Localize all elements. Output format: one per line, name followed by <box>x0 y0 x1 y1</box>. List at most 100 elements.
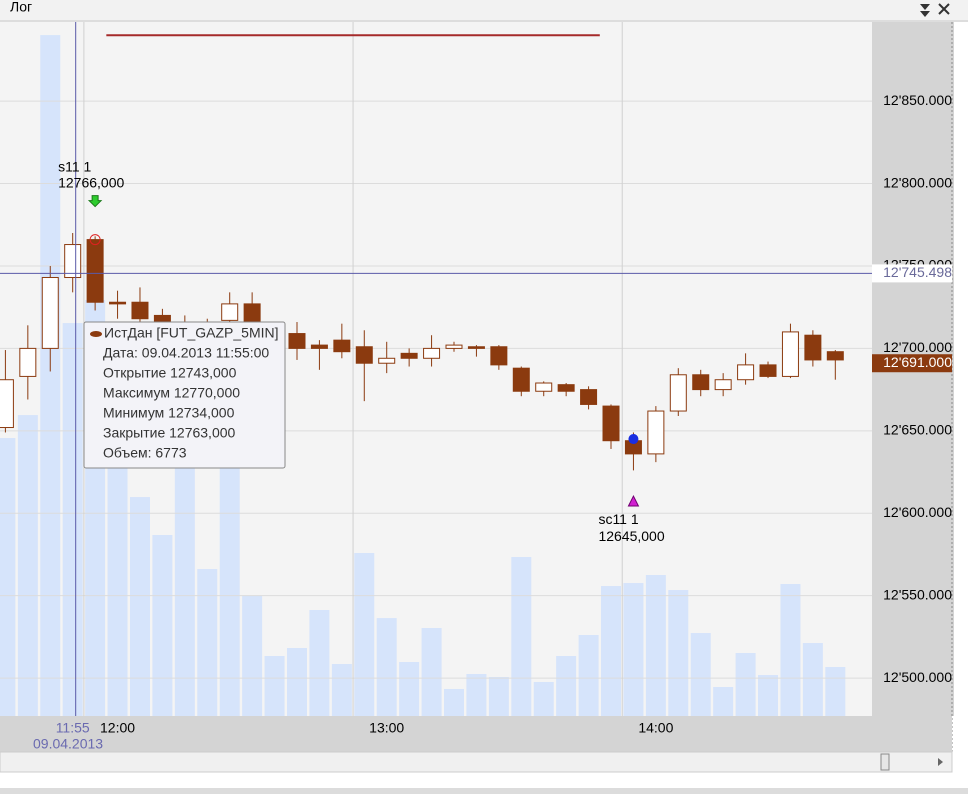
candle-body <box>647 410 665 455</box>
y-tick-label: 12'500.000 <box>883 669 952 685</box>
candle-body <box>310 344 328 349</box>
volume-bar <box>354 553 375 716</box>
cover-label: sc11 1 <box>598 511 638 527</box>
volume-bar <box>129 497 150 716</box>
volume-bar <box>713 687 734 716</box>
volume-bar <box>242 595 263 716</box>
volume-bar <box>197 569 218 716</box>
tooltip-icon <box>90 331 102 337</box>
volume-bar <box>0 438 16 716</box>
volume-bar <box>331 663 352 716</box>
volume-bar <box>758 675 779 716</box>
candle-body <box>423 347 441 359</box>
volume-bar <box>17 415 38 716</box>
tooltip-line: Объем: 6773 <box>103 445 187 461</box>
cover-fill <box>628 434 639 445</box>
volume-bar <box>421 627 442 716</box>
volume-bar <box>376 618 397 716</box>
candle-body <box>602 405 620 442</box>
candle-body <box>557 384 575 392</box>
x-tick-label: 13:00 <box>369 720 404 736</box>
sell-fill <box>89 234 101 246</box>
volume-bar <box>40 35 61 716</box>
tooltip-line: Открытие 12743,000 <box>103 365 237 381</box>
cover-arrow <box>627 494 640 507</box>
volume-bar <box>488 677 509 716</box>
volume-bar <box>107 450 128 716</box>
last-price-box <box>872 354 952 373</box>
volume-bar <box>399 662 420 716</box>
volume-bar <box>825 666 846 716</box>
sell-price-label: 12766,000 <box>58 174 124 190</box>
cursor-time-box <box>53 720 98 736</box>
volume-bar <box>309 609 330 716</box>
candle-body <box>826 351 844 361</box>
volume-bar <box>533 681 554 716</box>
candle-body <box>19 347 37 377</box>
cover-price-label: 12645,000 <box>598 528 664 544</box>
candle-body <box>378 357 396 364</box>
scrollbar[interactable] <box>0 751 953 773</box>
volume-bar <box>578 634 599 716</box>
volume-bar <box>802 643 823 716</box>
x-tick-label: 12:00 <box>100 720 135 736</box>
window-header <box>0 0 968 20</box>
candle-body <box>333 339 351 353</box>
tooltip-line: Максимум 12770,000 <box>103 385 240 401</box>
candle-body <box>109 301 127 305</box>
candle-body <box>804 334 822 361</box>
candle-body <box>580 389 598 405</box>
tooltip-line: Минимум 12734,000 <box>103 405 235 421</box>
tooltip-line: Дата: 09.04.2013 11:55:00 <box>103 345 269 361</box>
candle-body <box>86 239 104 303</box>
volume-bar <box>62 323 83 716</box>
candle-body <box>355 346 373 364</box>
candle-body <box>288 333 306 349</box>
cursor-price-label: 12'745.498 <box>883 264 952 280</box>
y-tick-label: 12'850.000 <box>883 92 952 108</box>
sell-arrow <box>87 195 103 208</box>
volume-bar <box>645 574 666 716</box>
volume-bar <box>511 556 532 716</box>
volume-bar <box>780 584 801 716</box>
candle-body <box>737 364 755 381</box>
y-tick-label: 12'600.000 <box>883 504 952 520</box>
volume-bar <box>601 586 622 716</box>
menu-button[interactable] <box>920 4 930 17</box>
separator <box>0 20 968 22</box>
volume-bar <box>444 688 464 716</box>
cursor-date-label: 09.04.2013 <box>33 736 103 752</box>
sell-label: s11 1 <box>58 158 91 174</box>
candle-body <box>759 364 777 377</box>
volume-bar <box>264 655 285 716</box>
tooltip-line: ИстДан [FUT_GAZP_5MIN] <box>104 325 279 341</box>
candle-body <box>669 374 687 412</box>
candle-body <box>400 352 418 359</box>
tooltip-line: Закрытие 12763,000 <box>103 425 236 441</box>
scroll-arrow[interactable] <box>938 758 943 766</box>
x-tick-label: 14:00 <box>638 720 673 736</box>
volume-bar <box>152 535 173 716</box>
volume-bar <box>668 590 689 716</box>
candle-body <box>467 346 485 349</box>
candle-body <box>64 244 82 279</box>
volume-bar <box>174 440 195 716</box>
scroll-thumb[interactable] <box>880 753 890 771</box>
volume-bar <box>219 440 240 716</box>
candle-body <box>512 367 530 392</box>
y-tick-label: 12'700.000 <box>883 339 952 355</box>
y-tick-label: 12'800.000 <box>883 174 952 190</box>
y-tick-label: 12'650.000 <box>883 422 952 438</box>
candle-body <box>445 344 463 349</box>
volume-bar <box>735 652 756 716</box>
candle-body <box>692 374 710 391</box>
candle-body <box>221 303 239 321</box>
candle-body <box>781 331 799 377</box>
volume-bar <box>556 655 577 716</box>
close-button[interactable] <box>938 3 950 15</box>
cursor-time-label: 11:55 <box>56 720 90 736</box>
candle-body <box>131 301 149 320</box>
volume-bar <box>466 673 487 716</box>
candle-body <box>41 277 59 349</box>
